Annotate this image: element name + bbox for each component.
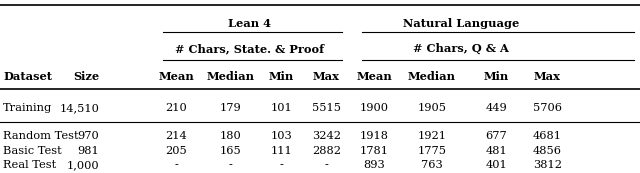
Text: 1921: 1921: [417, 131, 447, 141]
Text: Random Test: Random Test: [3, 131, 79, 141]
Text: 3242: 3242: [312, 131, 341, 141]
Text: 970: 970: [77, 131, 99, 141]
Text: Median: Median: [408, 71, 456, 83]
Text: 981: 981: [77, 145, 99, 156]
Text: 5515: 5515: [312, 103, 341, 113]
Text: 1781: 1781: [360, 145, 389, 156]
Text: 179: 179: [220, 103, 241, 113]
Text: Min: Min: [483, 71, 509, 83]
Text: 3812: 3812: [532, 160, 562, 170]
Text: 763: 763: [421, 160, 443, 170]
Text: Real Test: Real Test: [3, 160, 56, 170]
Text: 4681: 4681: [532, 131, 562, 141]
Text: Mean: Mean: [158, 71, 194, 83]
Text: -: -: [174, 160, 178, 170]
Text: Lean 4: Lean 4: [228, 18, 271, 29]
Text: 481: 481: [485, 145, 507, 156]
Text: Max: Max: [313, 71, 340, 83]
Text: Size: Size: [73, 71, 99, 83]
Text: 1900: 1900: [360, 103, 389, 113]
Text: 111: 111: [271, 145, 292, 156]
Text: 180: 180: [220, 131, 241, 141]
Text: -: -: [280, 160, 284, 170]
Text: -: -: [324, 160, 328, 170]
Text: 677: 677: [485, 131, 507, 141]
Text: 14,510: 14,510: [60, 103, 99, 113]
Text: 1905: 1905: [417, 103, 447, 113]
Text: 449: 449: [485, 103, 507, 113]
Text: Max: Max: [534, 71, 561, 83]
Text: # Chars, Q & A: # Chars, Q & A: [413, 43, 509, 54]
Text: 205: 205: [165, 145, 187, 156]
Text: # Chars, State. & Proof: # Chars, State. & Proof: [175, 43, 324, 54]
Text: 1,000: 1,000: [67, 160, 99, 170]
Text: 101: 101: [271, 103, 292, 113]
Text: Mean: Mean: [356, 71, 392, 83]
Text: 4856: 4856: [532, 145, 562, 156]
Text: 210: 210: [165, 103, 187, 113]
Text: 1918: 1918: [360, 131, 389, 141]
Text: 1775: 1775: [417, 145, 447, 156]
Text: Min: Min: [269, 71, 294, 83]
Text: Dataset: Dataset: [3, 71, 52, 83]
Text: -: -: [228, 160, 232, 170]
Text: 103: 103: [271, 131, 292, 141]
Text: Basic Test: Basic Test: [3, 145, 62, 156]
Text: Training: Training: [3, 103, 52, 113]
Text: 5706: 5706: [532, 103, 562, 113]
Text: 893: 893: [364, 160, 385, 170]
Text: Natural Language: Natural Language: [403, 18, 519, 29]
Text: 165: 165: [220, 145, 241, 156]
Text: Median: Median: [206, 71, 254, 83]
Text: 2882: 2882: [312, 145, 341, 156]
Text: 401: 401: [485, 160, 507, 170]
Text: 214: 214: [165, 131, 187, 141]
